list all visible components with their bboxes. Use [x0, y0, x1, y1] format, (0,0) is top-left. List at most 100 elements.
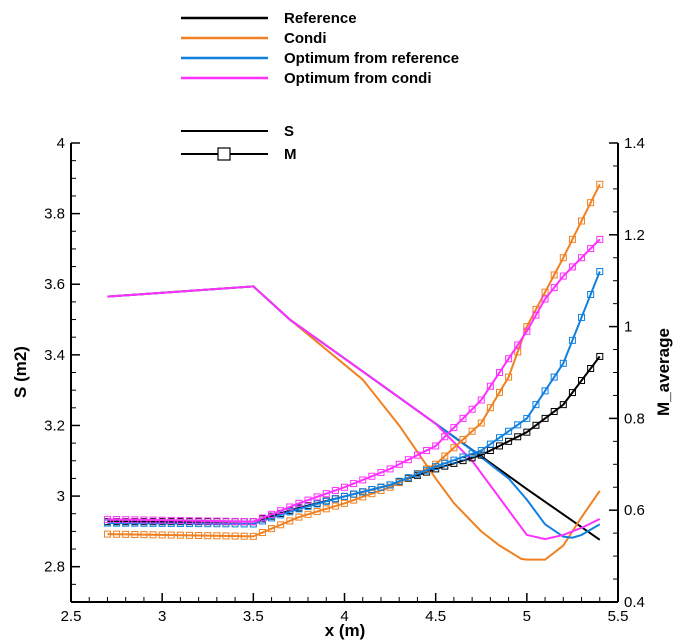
y-tick-label: 3.2	[44, 417, 65, 434]
data-point-marker	[240, 532, 248, 540]
data-point-marker	[514, 341, 522, 349]
data-point-marker	[204, 517, 212, 525]
data-point-marker	[459, 436, 467, 444]
x-tick-label: 5.5	[608, 608, 629, 625]
data-point-marker	[505, 427, 513, 435]
data-point-marker	[468, 450, 476, 458]
data-point-marker	[514, 421, 522, 429]
series-condi-s	[107, 285, 601, 561]
data-point-marker	[359, 488, 367, 496]
data-point-marker	[441, 459, 449, 467]
data-point-marker	[240, 518, 248, 526]
data-point-marker	[313, 508, 321, 516]
x-tick-label: 2.5	[61, 608, 82, 625]
data-point-marker	[532, 401, 540, 409]
data-point-marker	[377, 483, 385, 491]
legend-label: M	[284, 146, 297, 163]
data-point-marker	[277, 521, 285, 529]
data-point-marker	[231, 532, 239, 540]
legend-marker	[217, 147, 231, 161]
data-point-marker	[341, 499, 348, 507]
data-point-marker	[596, 235, 604, 243]
data-point-marker	[140, 516, 148, 524]
data-point-marker	[587, 245, 595, 253]
y2-tick-label: 0.6	[624, 502, 645, 519]
data-point-marker	[450, 456, 458, 464]
data-point-marker	[432, 463, 440, 471]
data-point-marker	[550, 373, 558, 381]
data-point-marker	[322, 490, 330, 498]
data-point-marker	[477, 419, 485, 427]
data-point-marker	[195, 532, 203, 539]
data-point-marker	[568, 389, 576, 397]
data-point-marker	[167, 531, 175, 539]
data-point-marker	[258, 529, 266, 537]
data-point-marker	[532, 311, 540, 319]
data-point-marker	[331, 502, 339, 510]
data-point-marker	[459, 414, 467, 422]
y-ticks: 2.8 3 3.2 3.4 3.6 3.8 4	[44, 135, 80, 585]
data-point-marker	[331, 495, 339, 503]
data-point-marker	[213, 532, 221, 540]
data-point-marker	[578, 377, 586, 385]
data-point-marker	[578, 217, 586, 225]
data-point-marker	[486, 404, 494, 412]
data-point-marker	[550, 271, 558, 279]
plot-area	[103, 180, 604, 561]
data-point-marker	[596, 180, 604, 188]
data-point-marker	[331, 486, 339, 494]
data-point-marker	[158, 516, 166, 524]
data-point-marker	[514, 348, 522, 356]
data-point-marker	[113, 530, 121, 538]
data-point-marker	[322, 505, 330, 513]
x-tick-label: 3.5	[243, 608, 264, 625]
data-point-marker	[176, 531, 184, 539]
legend-label: S	[284, 123, 294, 140]
y-axis-title: S (m2)	[11, 346, 30, 398]
data-point-marker	[541, 295, 549, 303]
data-point-marker	[495, 442, 503, 450]
series-optimum-from-reference-m	[103, 268, 604, 528]
data-point-marker	[395, 460, 403, 468]
data-point-marker	[268, 510, 276, 518]
data-point-marker	[587, 290, 595, 298]
data-point-marker	[559, 359, 567, 367]
data-point-marker	[213, 517, 221, 525]
data-point-marker	[103, 530, 111, 538]
y-tick-label: 4	[57, 135, 65, 152]
data-point-marker	[468, 427, 476, 435]
series-line	[107, 271, 601, 525]
series-line	[107, 285, 601, 541]
data-point-marker	[231, 517, 239, 525]
y2-tick-label: 1.4	[624, 135, 645, 152]
data-point-marker	[149, 516, 157, 524]
series-line	[107, 285, 601, 541]
data-point-marker	[486, 382, 494, 390]
data-point-marker	[459, 453, 467, 461]
data-point-marker	[295, 499, 303, 507]
x-axis-title: x (m)	[325, 621, 366, 640]
x-tick-label: 5	[523, 608, 531, 625]
data-point-marker	[568, 263, 576, 271]
data-point-marker	[432, 442, 440, 450]
data-point-marker	[450, 424, 458, 432]
y2-ticks: 0.4 0.6 0.8 1 1.2 1.4	[609, 135, 645, 611]
y2-tick-label: 1.2	[624, 227, 645, 244]
data-point-marker	[441, 433, 449, 441]
data-point-marker	[386, 481, 394, 489]
data-point-marker	[423, 447, 431, 455]
data-point-marker	[122, 530, 130, 538]
data-point-marker	[450, 444, 458, 452]
y-tick-label: 3	[57, 488, 65, 505]
data-point-marker	[523, 327, 531, 335]
data-point-marker	[313, 493, 321, 501]
data-point-marker	[559, 401, 567, 409]
data-point-marker	[468, 405, 476, 413]
data-point-marker	[359, 493, 367, 501]
data-point-marker	[541, 288, 549, 296]
data-point-marker	[587, 199, 595, 207]
data-point-marker	[486, 440, 494, 448]
data-point-marker	[587, 364, 595, 372]
data-point-marker	[277, 507, 285, 515]
data-point-marker	[368, 472, 376, 480]
